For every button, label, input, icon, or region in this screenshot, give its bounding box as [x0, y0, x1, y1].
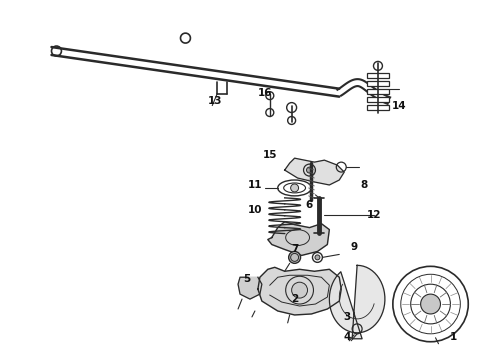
Circle shape	[307, 167, 313, 173]
Circle shape	[315, 255, 320, 260]
Polygon shape	[258, 267, 341, 315]
Text: 7: 7	[291, 244, 298, 255]
Text: 8: 8	[361, 180, 368, 190]
Text: 11: 11	[247, 180, 262, 190]
Text: 6: 6	[306, 200, 313, 210]
Text: 3: 3	[343, 312, 351, 322]
Text: 12: 12	[367, 210, 381, 220]
Polygon shape	[285, 158, 344, 185]
Text: 4: 4	[343, 332, 351, 342]
Circle shape	[292, 282, 308, 298]
Circle shape	[289, 251, 300, 264]
Text: 10: 10	[247, 205, 262, 215]
Text: 15: 15	[263, 150, 277, 160]
FancyBboxPatch shape	[367, 81, 389, 86]
Polygon shape	[268, 222, 329, 255]
Text: 1: 1	[450, 332, 457, 342]
FancyBboxPatch shape	[367, 105, 389, 110]
Text: 16: 16	[258, 88, 272, 98]
FancyBboxPatch shape	[367, 73, 389, 78]
Text: 2: 2	[291, 294, 298, 304]
Text: 5: 5	[244, 274, 250, 284]
FancyBboxPatch shape	[367, 96, 389, 102]
Text: 14: 14	[392, 100, 406, 111]
Circle shape	[420, 294, 441, 314]
Text: 9: 9	[350, 243, 358, 252]
Circle shape	[291, 184, 298, 192]
Text: 13: 13	[208, 96, 222, 105]
Polygon shape	[238, 277, 262, 299]
Polygon shape	[329, 265, 385, 339]
FancyBboxPatch shape	[367, 89, 389, 94]
